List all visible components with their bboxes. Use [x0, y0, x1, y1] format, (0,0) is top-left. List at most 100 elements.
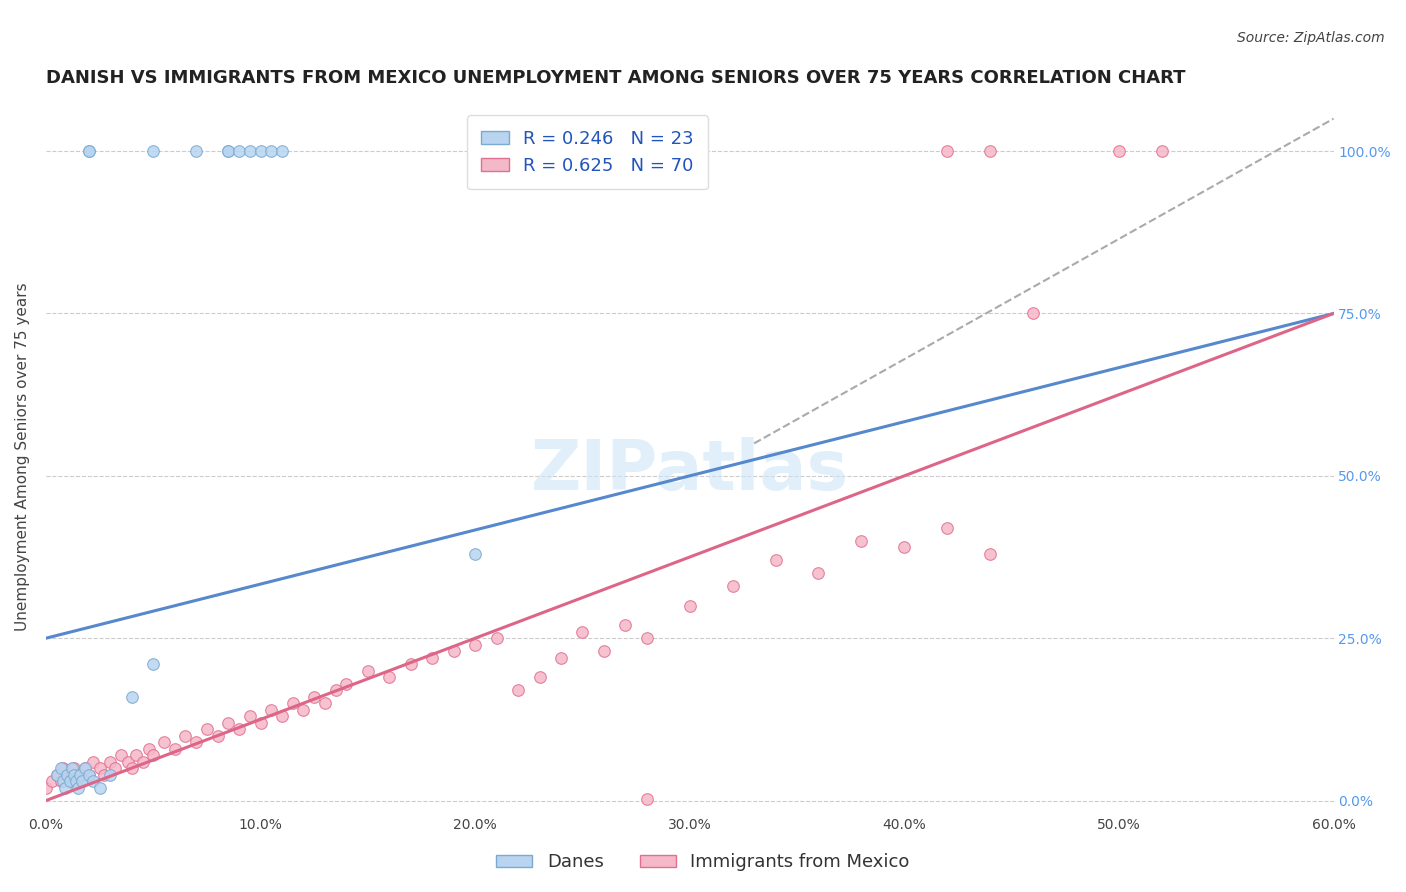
Point — [73, 761, 96, 775]
Point — [77, 144, 100, 158]
Point — [260, 703, 283, 717]
Point — [1108, 144, 1130, 158]
Point — [302, 690, 325, 704]
Point — [138, 741, 160, 756]
Point — [49, 761, 72, 775]
Point — [314, 696, 336, 710]
Point — [45, 767, 67, 781]
Point — [443, 644, 465, 658]
Point — [292, 703, 315, 717]
Point — [73, 761, 96, 775]
Point — [249, 715, 271, 730]
Point — [110, 748, 132, 763]
Point — [936, 144, 959, 158]
Point — [464, 547, 486, 561]
Point — [195, 722, 218, 736]
Point — [679, 599, 702, 613]
Point — [35, 780, 58, 795]
Point — [77, 767, 100, 781]
Point — [174, 729, 197, 743]
Point — [56, 767, 79, 781]
Point — [186, 144, 208, 158]
Point — [104, 761, 127, 775]
Point — [60, 761, 83, 775]
Point — [121, 761, 143, 775]
Point — [249, 144, 271, 158]
Point — [58, 774, 80, 789]
Point — [131, 755, 153, 769]
Point — [1022, 306, 1045, 320]
Point — [593, 644, 616, 658]
Point — [153, 735, 176, 749]
Text: DANISH VS IMMIGRANTS FROM MEXICO UNEMPLOYMENT AMONG SENIORS OVER 75 YEARS CORREL: DANISH VS IMMIGRANTS FROM MEXICO UNEMPLO… — [46, 69, 1185, 87]
Point — [142, 657, 165, 672]
Point — [228, 722, 250, 736]
Point — [207, 729, 229, 743]
Point — [217, 144, 239, 158]
Point — [67, 780, 90, 795]
Point — [765, 553, 787, 567]
Point — [49, 774, 72, 789]
Point — [571, 624, 593, 639]
Point — [420, 650, 443, 665]
Y-axis label: Unemployment Among Seniors over 75 years: Unemployment Among Seniors over 75 years — [15, 282, 30, 631]
Point — [121, 690, 143, 704]
Point — [228, 144, 250, 158]
Point — [271, 709, 294, 723]
Point — [378, 670, 401, 684]
Point — [72, 774, 94, 789]
Point — [72, 774, 94, 789]
Point — [807, 566, 830, 581]
Point — [936, 521, 959, 535]
Point — [271, 144, 294, 158]
Point — [98, 755, 121, 769]
Point — [63, 767, 86, 781]
Point — [82, 774, 104, 789]
Point — [163, 741, 186, 756]
Point — [142, 144, 165, 158]
Point — [217, 144, 239, 158]
Point — [851, 533, 873, 548]
Text: ZIPatlas: ZIPatlas — [531, 437, 849, 504]
Point — [260, 144, 283, 158]
Point — [325, 683, 347, 698]
Point — [186, 735, 208, 749]
Point — [614, 618, 637, 632]
Point — [98, 767, 121, 781]
Point — [979, 547, 1001, 561]
Legend: R = 0.246   N = 23, R = 0.625   N = 70: R = 0.246 N = 23, R = 0.625 N = 70 — [467, 115, 709, 189]
Point — [77, 144, 100, 158]
Point — [142, 748, 165, 763]
Point — [399, 657, 422, 672]
Text: Source: ZipAtlas.com: Source: ZipAtlas.com — [1237, 31, 1385, 45]
Point — [60, 767, 83, 781]
Point — [89, 761, 111, 775]
Point — [529, 670, 551, 684]
Point — [89, 780, 111, 795]
Point — [506, 683, 529, 698]
Point — [550, 650, 572, 665]
Point — [239, 709, 262, 723]
Point — [117, 755, 139, 769]
Point — [485, 631, 508, 645]
Point — [217, 715, 239, 730]
Point — [979, 144, 1001, 158]
Point — [239, 144, 262, 158]
Point — [52, 761, 75, 775]
Point — [65, 774, 87, 789]
Point — [82, 755, 104, 769]
Point — [67, 767, 90, 781]
Legend: Danes, Immigrants from Mexico: Danes, Immigrants from Mexico — [489, 847, 917, 879]
Point — [893, 541, 915, 555]
Point — [1150, 144, 1173, 158]
Point — [45, 767, 67, 781]
Point — [357, 664, 380, 678]
Point — [335, 676, 357, 690]
Point — [58, 774, 80, 789]
Point — [636, 792, 658, 806]
Point — [41, 774, 63, 789]
Point — [63, 761, 86, 775]
Point — [52, 774, 75, 789]
Point — [125, 748, 148, 763]
Point — [93, 767, 115, 781]
